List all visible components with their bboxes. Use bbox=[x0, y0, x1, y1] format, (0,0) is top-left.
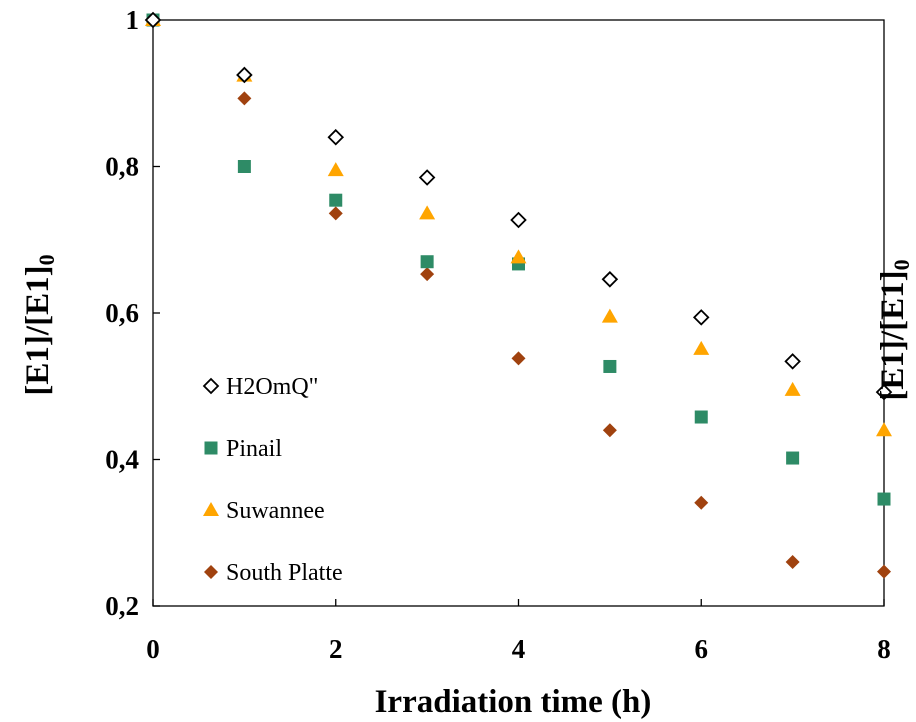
x-tick-label: 2 bbox=[329, 634, 343, 664]
y-axis-title-right-subscript: 0 bbox=[889, 259, 914, 270]
data-point-pinail bbox=[694, 410, 708, 424]
series-h2omq bbox=[144, 11, 893, 401]
y-axis-title: [E1]/[E1]0 bbox=[20, 254, 59, 395]
y-axis: 0,2 0,4 0,6 0,8 1 bbox=[105, 5, 160, 621]
y-tick-label: 0,2 bbox=[105, 591, 139, 621]
x-tick-label: 0 bbox=[146, 634, 160, 664]
data-point-h2omq bbox=[692, 309, 710, 326]
legend-marker-suwannee bbox=[203, 502, 219, 516]
data-point-suwannee bbox=[601, 308, 618, 323]
data-point-suwannee bbox=[419, 205, 436, 220]
data-point-h2omq bbox=[144, 11, 162, 29]
y-axis-title-right: [E1]/[E1]0 bbox=[875, 259, 914, 400]
data-point-south-platte bbox=[328, 206, 343, 221]
legend: H2OmQ" Pinail Suwannee South Platte bbox=[202, 374, 343, 586]
data-point-h2omq bbox=[601, 271, 619, 288]
legend-label: Pinail bbox=[226, 436, 282, 462]
data-point-pinail bbox=[237, 160, 251, 173]
legend-item-south-platte: South Platte bbox=[204, 560, 343, 586]
data-point-h2omq bbox=[236, 66, 253, 84]
y-axis-title-right-main: [E1]/[E1] bbox=[875, 270, 911, 400]
x-tick-label: 8 bbox=[877, 634, 891, 664]
data-point-pinail bbox=[329, 193, 343, 207]
legend-item-suwannee: Suwannee bbox=[203, 498, 325, 524]
data-point-south-platte bbox=[694, 495, 709, 510]
legend-marker-pinail bbox=[204, 441, 218, 455]
x-tick-label: 4 bbox=[512, 634, 526, 664]
data-point-south-platte bbox=[877, 564, 891, 579]
data-point-h2omq bbox=[510, 211, 527, 229]
data-point-h2omq bbox=[327, 128, 345, 146]
data-point-pinail bbox=[603, 359, 617, 373]
series-layer bbox=[144, 11, 893, 579]
y-axis-title-main: [E1]/[E1] bbox=[20, 265, 56, 395]
x-axis-title: Irradiation time (h) bbox=[375, 684, 652, 720]
data-point-pinail bbox=[420, 255, 434, 269]
data-point-h2omq bbox=[875, 383, 893, 401]
data-point-south-platte bbox=[602, 423, 617, 438]
data-point-pinail bbox=[786, 451, 800, 465]
data-point-pinail bbox=[877, 492, 891, 506]
legend-label: Suwannee bbox=[226, 498, 325, 524]
data-point-suwannee bbox=[510, 249, 527, 264]
x-tick-label: 6 bbox=[695, 634, 709, 664]
data-point-suwannee bbox=[876, 422, 892, 437]
legend-marker-h2omq bbox=[202, 377, 220, 395]
data-point-south-platte bbox=[785, 555, 800, 570]
data-point-south-platte bbox=[420, 267, 435, 282]
legend-item-h2omq: H2OmQ" bbox=[202, 374, 318, 400]
x-axis: 0 2 4 6 8 bbox=[146, 599, 891, 664]
legend-label: South Platte bbox=[226, 560, 343, 586]
legend-label: H2OmQ" bbox=[226, 374, 318, 400]
data-point-south-platte bbox=[511, 351, 526, 366]
data-point-suwannee bbox=[784, 381, 801, 396]
y-tick-label: 1 bbox=[126, 5, 140, 35]
data-point-suwannee bbox=[327, 162, 344, 177]
data-point-h2omq bbox=[418, 169, 436, 186]
legend-marker-south-platte bbox=[204, 565, 218, 579]
data-point-suwannee bbox=[693, 340, 710, 355]
y-tick-label: 0,6 bbox=[105, 298, 139, 328]
y-axis-title-subscript: 0 bbox=[34, 254, 59, 265]
y-tick-label: 0,4 bbox=[105, 445, 139, 475]
series-south-platte bbox=[146, 13, 891, 579]
legend-item-pinail: Pinail bbox=[204, 436, 282, 462]
y-tick-label: 0,8 bbox=[105, 152, 139, 182]
data-point-h2omq bbox=[784, 353, 801, 370]
data-point-south-platte bbox=[237, 91, 252, 106]
